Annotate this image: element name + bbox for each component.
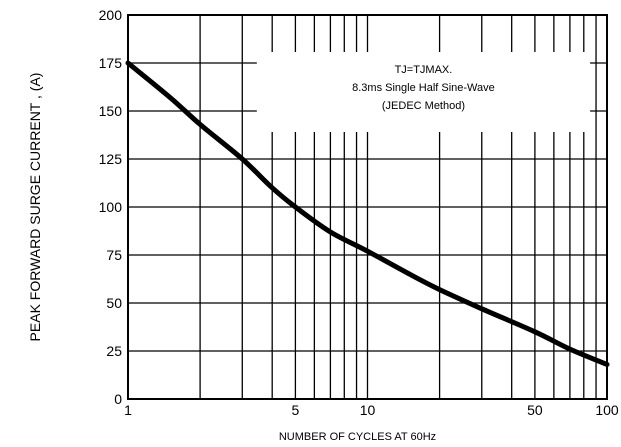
y-tick-label: 125 [99,151,123,167]
annotation-line-2: 8.3ms Single Half Sine-Wave [352,82,495,94]
y-tick-label: 25 [106,343,122,359]
tick-labels: 0 25 50 75 100 125 150 175 200 1 5 10 50 100 [99,7,619,418]
x-tick-label: 100 [595,402,619,418]
plot-border [127,14,608,400]
y-axis-label: PEAK FORWARD SURGE CURRENT , (A) [27,73,43,342]
x-tick-label: 1 [124,402,132,418]
y-tick-label: 75 [106,247,122,263]
annotation-box [256,52,591,132]
y-tick-label: 200 [99,7,123,23]
x-axis-label: NUMBER OF CYCLES AT 60Hz [279,431,436,443]
x-tick-label: 10 [360,402,376,418]
annotation-line-1: TJ=TJMAX. [395,64,453,76]
y-tick-label: 175 [99,55,123,71]
plot-frame [127,14,608,400]
y-tick-label: 0 [114,391,122,407]
x-tick-label: 5 [292,402,300,418]
y-tick-label: 100 [99,199,123,215]
annotation-line-3: (JEDEC Method) [382,100,465,112]
y-tick-label: 50 [106,295,122,311]
series-line [125,60,610,367]
y-tick-label: 150 [99,103,123,119]
annotation: TJ=TJMAX. 8.3ms Single Half Sine-Wave (J… [352,64,495,112]
x-tick-label: 50 [527,402,543,418]
